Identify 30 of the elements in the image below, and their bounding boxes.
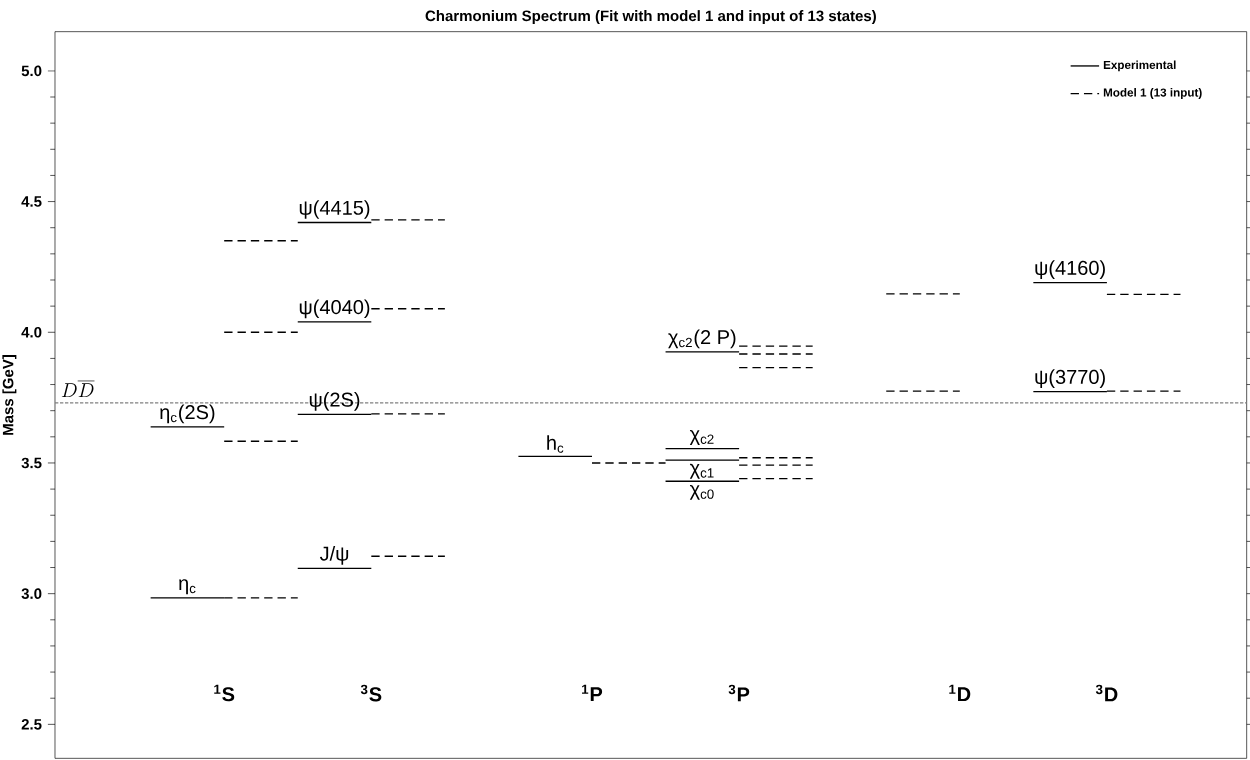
annotation: ψ(2S) <box>309 392 360 411</box>
annotation: χ$_{c2}$(2 P) <box>668 329 736 349</box>
y-tick-label: 3.0 <box>21 588 42 599</box>
x-tick-label: $^{1}$P <box>582 684 603 702</box>
y-tick-label: 3.5 <box>21 457 42 469</box>
annotation: ψ(3770) <box>1035 369 1105 388</box>
legend-label: Model 1 (13 input) <box>1103 88 1202 99</box>
y-tick-label: 4.5 <box>21 196 42 207</box>
y-tick-label: 5.0 <box>21 65 42 77</box>
annotation: η$_{c}$(2S) <box>160 404 215 424</box>
chart-title: Charmonium Spectrum (Fit with model 1 and input of 13 states) <box>425 10 876 25</box>
annotation: χ$_{c1}$ <box>689 463 714 479</box>
annotation: ψ(4040) <box>299 299 370 319</box>
y-tick-label: 4.0 <box>21 326 42 338</box>
ref-line-label: $D\overline{D}$ <box>61 380 95 397</box>
annotation: χ$_{c2}$ <box>689 430 714 445</box>
annotation: h$_{c}$ <box>547 435 564 453</box>
x-tick-label: $^{3}$P <box>728 684 750 702</box>
x-tick-label: $^{1}$S <box>214 684 235 702</box>
annotation: η$_{c}$ <box>179 579 196 595</box>
x-tick-label: $^{3}$S <box>360 684 382 702</box>
annotation: J/ψ <box>319 546 349 565</box>
annotation: ψ(4415) <box>299 200 370 219</box>
annotation: ψ(4160) <box>1035 260 1105 279</box>
annotation: χ$_{c0}$ <box>689 484 714 500</box>
y-tick-label: 2.5 <box>21 719 42 730</box>
x-tick-label: $^{1}$D <box>949 684 971 702</box>
y-axis-title: Mass [GeV] <box>2 355 17 435</box>
legend-label: Experimental <box>1103 60 1176 72</box>
x-tick-label: $^{3}$D <box>1095 684 1118 702</box>
